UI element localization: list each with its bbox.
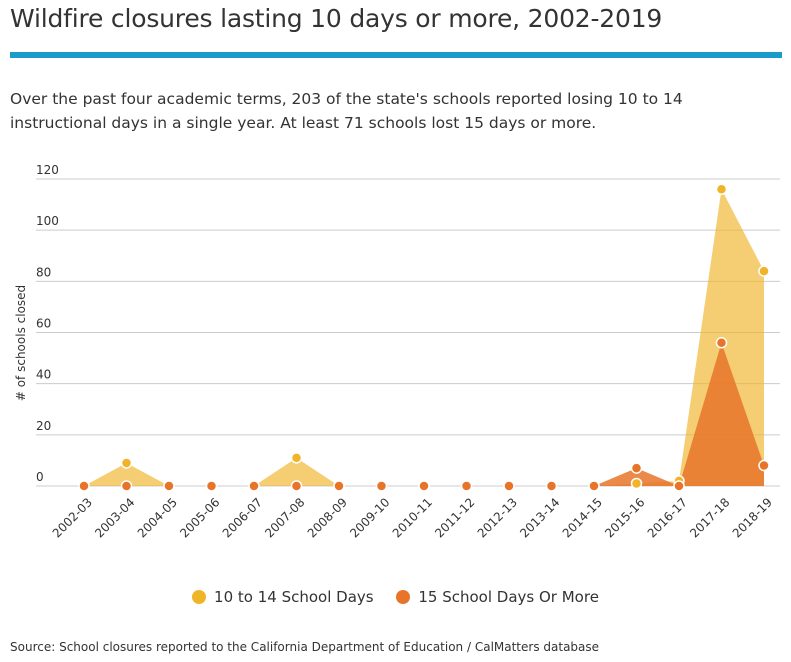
x-tick-label: 2012-13 bbox=[475, 495, 520, 540]
series-area bbox=[84, 189, 764, 486]
data-point[interactable] bbox=[673, 480, 685, 492]
y-tick-label: 60 bbox=[36, 317, 51, 331]
y-tick-labels: 0 20 40 60 80 100 120 bbox=[36, 163, 59, 484]
legend-label-15-plus: 15 School Days Or More bbox=[418, 588, 599, 606]
y-tick-label: 120 bbox=[36, 163, 59, 177]
x-tick-label: 2008-09 bbox=[305, 495, 350, 540]
data-point[interactable] bbox=[715, 183, 728, 195]
x-tick-label: 2006-07 bbox=[220, 495, 265, 540]
data-point[interactable] bbox=[333, 480, 345, 492]
data-point[interactable] bbox=[545, 480, 558, 492]
source-note: Source: School closures reported to the … bbox=[10, 640, 600, 654]
x-tick-label: 2003-04 bbox=[92, 495, 137, 540]
data-point[interactable] bbox=[163, 480, 175, 492]
data-point[interactable] bbox=[418, 480, 430, 492]
data-point[interactable] bbox=[290, 480, 303, 492]
x-tick-label: 2018-19 bbox=[730, 495, 775, 540]
y-axis-label: # of schools closed bbox=[14, 285, 28, 401]
data-point[interactable] bbox=[503, 480, 515, 492]
series-area bbox=[84, 342, 764, 486]
x-tick-label: 2005-06 bbox=[177, 495, 222, 540]
data-point[interactable] bbox=[715, 336, 728, 349]
legend-label-10-14: 10 to 14 School Days bbox=[214, 588, 374, 606]
x-tick-label: 2015-16 bbox=[602, 495, 647, 540]
x-tick-labels: 2002-032003-042004-052005-062006-072007-… bbox=[50, 495, 775, 540]
y-tick-label: 80 bbox=[36, 265, 51, 279]
data-point[interactable] bbox=[120, 457, 133, 469]
x-tick-label: 2004-05 bbox=[135, 495, 180, 540]
y-tick-label: 0 bbox=[36, 470, 44, 484]
data-point[interactable] bbox=[78, 480, 90, 492]
data-point[interactable] bbox=[120, 480, 133, 492]
chart-subtitle: Over the past four academic terms, 203 o… bbox=[10, 90, 683, 132]
x-tick-label: 2011-12 bbox=[432, 495, 477, 540]
data-point[interactable] bbox=[758, 459, 770, 472]
data-point[interactable] bbox=[758, 265, 770, 277]
x-tick-label: 2016-17 bbox=[645, 495, 690, 540]
series-points bbox=[78, 183, 770, 492]
title-rule bbox=[10, 52, 782, 58]
data-point[interactable] bbox=[460, 480, 473, 492]
data-point[interactable] bbox=[588, 480, 600, 492]
legend-item-10-14[interactable]: 10 to 14 School Days bbox=[192, 588, 374, 606]
data-point[interactable] bbox=[630, 477, 643, 490]
x-tick-label: 2014-15 bbox=[560, 495, 605, 540]
legend-dot-10-14 bbox=[192, 590, 207, 604]
data-point[interactable] bbox=[630, 462, 643, 474]
legend-item-15-plus[interactable]: 15 School Days Or More bbox=[396, 588, 599, 606]
data-point[interactable] bbox=[375, 480, 388, 492]
y-tick-label: 20 bbox=[36, 419, 51, 433]
x-tick-label: 2013-14 bbox=[517, 495, 562, 540]
data-point[interactable] bbox=[248, 480, 260, 492]
data-point[interactable] bbox=[290, 452, 303, 464]
x-tick-label: 2010-11 bbox=[390, 495, 435, 540]
y-tick-label: 40 bbox=[36, 368, 51, 382]
x-tick-label: 2017-18 bbox=[687, 495, 732, 540]
legend-dot-15-plus bbox=[396, 590, 411, 604]
series-areas bbox=[84, 189, 764, 486]
x-tick-label: 2009-10 bbox=[347, 495, 392, 540]
x-tick-label: 2007-08 bbox=[262, 495, 307, 540]
data-point[interactable] bbox=[205, 480, 218, 492]
chart-title: Wildfire closures lasting 10 days or mor… bbox=[10, 4, 663, 33]
x-tick-label: 2002-03 bbox=[50, 495, 95, 540]
legend: 10 to 14 School Days 15 School Days Or M… bbox=[0, 588, 791, 608]
gridlines bbox=[36, 178, 780, 487]
y-tick-label: 100 bbox=[36, 214, 59, 228]
